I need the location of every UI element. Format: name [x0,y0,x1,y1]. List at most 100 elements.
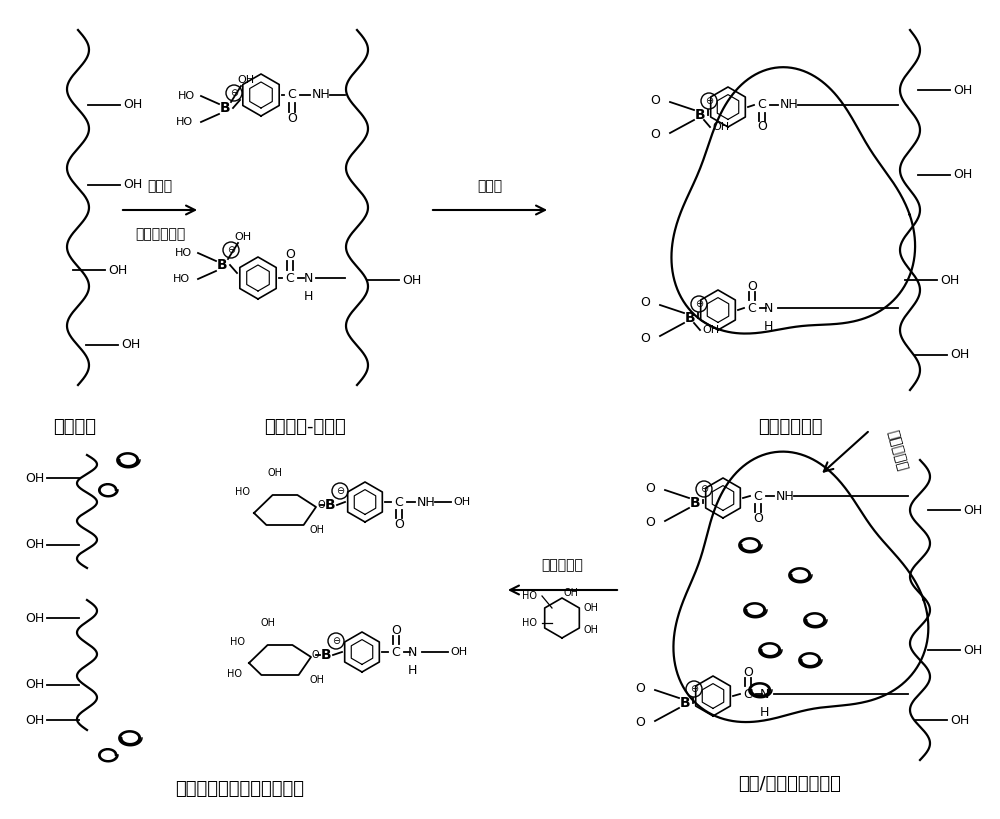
Text: OH: OH [234,232,251,242]
Text: 三乙胺: 三乙胺 [147,179,173,193]
Text: ⊖: ⊖ [332,636,340,646]
Text: OH: OH [25,539,44,551]
Text: OH: OH [453,497,470,507]
Text: NH: NH [780,98,799,111]
Text: H: H [763,319,773,333]
Text: O: O [394,518,404,531]
Text: H: H [303,289,313,302]
Text: O: O [285,248,295,261]
Text: HO: HO [176,117,193,127]
Text: O: O [312,650,320,660]
Text: OH: OH [123,179,142,192]
Text: O: O [317,500,325,510]
Text: ⊖: ⊖ [695,299,703,309]
Text: B: B [325,498,335,512]
Text: OH: OH [402,274,421,287]
Text: OH: OH [310,675,325,685]
Text: OH: OH [712,122,729,132]
Text: N: N [763,301,773,314]
Text: C: C [286,272,294,284]
Text: C: C [758,98,766,111]
Text: HO: HO [522,618,537,628]
Text: O: O [287,111,297,124]
Text: OH: OH [121,338,140,351]
Text: B: B [690,496,700,510]
Text: OH: OH [584,603,599,613]
Text: 多糖载体解离，胰岛素释放: 多糖载体解离，胰岛素释放 [176,780,304,798]
Text: OH: OH [25,472,44,485]
Text: OH: OH [950,349,969,361]
Text: OH: OH [123,98,142,111]
Text: C: C [748,301,756,314]
Text: ⊖: ⊖ [690,684,698,694]
Text: HO: HO [522,591,537,601]
Text: H: H [407,663,417,676]
Text: N: N [407,645,417,658]
Text: O: O [640,296,650,310]
Text: OH: OH [25,678,44,691]
Text: HO: HO [235,487,250,497]
Text: 药桑多糖: 药桑多糖 [54,418,96,436]
Text: H: H [759,705,769,718]
Text: O: O [757,120,767,133]
Text: O: O [391,623,401,636]
Text: OH: OH [310,525,325,535]
Text: ⊖: ⊖ [336,486,344,496]
Text: OH: OH [953,169,972,182]
Text: B: B [321,648,331,662]
Text: O: O [650,129,660,142]
Text: OH: OH [702,325,719,335]
Text: OH: OH [450,647,467,657]
Text: N: N [759,687,769,700]
Text: O: O [640,332,650,345]
Text: OH: OH [25,713,44,726]
Text: C: C [392,645,400,658]
Text: O: O [645,517,655,530]
Text: O: O [743,666,753,678]
Text: OH: OH [564,588,579,598]
Text: C: C [288,88,296,102]
Text: C: C [395,495,403,509]
Text: B: B [220,101,230,115]
Text: O: O [645,482,655,495]
Text: OH: OH [950,713,969,726]
Text: ⊖: ⊖ [227,245,235,255]
Text: B: B [695,108,705,122]
Text: O: O [635,681,645,695]
Text: OH: OH [25,612,44,625]
Text: OH: OH [953,84,972,97]
Text: ⊖: ⊖ [230,88,238,98]
Text: OH: OH [963,644,982,657]
Text: HO: HO [175,248,192,258]
Text: ⊖: ⊖ [705,96,713,106]
Text: HO: HO [173,274,190,284]
Text: HO: HO [178,91,195,101]
Text: O: O [747,279,757,292]
Text: HO: HO [230,637,245,647]
Text: 药桑多糖-苯硼酸: 药桑多糖-苯硼酸 [264,418,346,436]
Text: C: C [744,687,752,700]
Text: ⊖: ⊖ [700,484,708,494]
Text: OH: OH [260,618,276,628]
Text: B: B [685,311,695,325]
Text: HO: HO [227,669,242,679]
Text: NH: NH [776,490,795,503]
Text: O: O [753,512,763,524]
Text: O: O [635,717,645,730]
Text: N: N [303,272,313,284]
Text: 葡萄糖响应: 葡萄糖响应 [541,558,583,572]
Text: OH: OH [237,75,254,85]
Text: 间氨基苯硼酸: 间氨基苯硼酸 [135,227,185,241]
Text: NH: NH [417,495,436,509]
Text: B: B [680,696,690,710]
Text: OH: OH [268,468,283,478]
Text: OH: OH [940,274,959,287]
Text: 自组装: 自组装 [477,179,503,193]
Text: O: O [650,93,660,106]
Text: 多糖纳米载体: 多糖纳米载体 [758,418,822,436]
Text: NH: NH [312,88,331,102]
Text: 多糖/胰岛素纳米载体: 多糖/胰岛素纳米载体 [739,775,841,793]
Text: 胰岛素装载: 胰岛素装载 [885,428,909,472]
Text: OH: OH [963,504,982,517]
Text: B: B [217,258,227,272]
